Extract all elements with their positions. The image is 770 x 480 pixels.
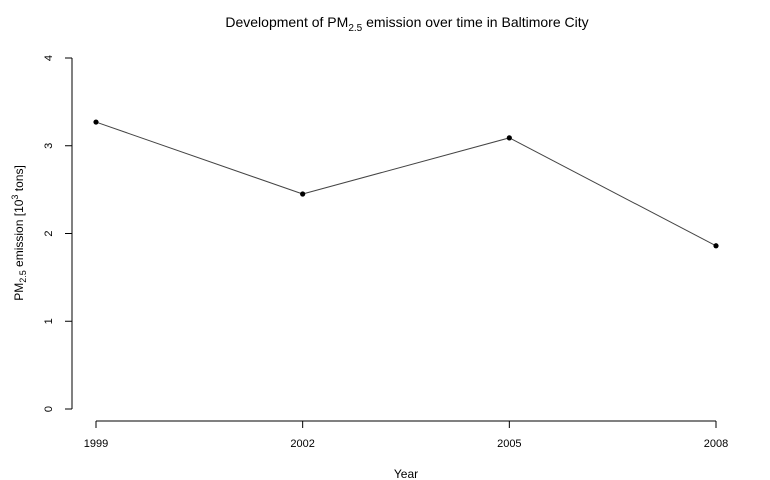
chart-title-subscript: 2.5	[348, 23, 362, 34]
x-tick-label: 2005	[497, 438, 521, 450]
chart-title: Development of PM2.5 emission over time …	[225, 14, 588, 34]
y-axis-title-prefix: PM	[12, 283, 26, 301]
series-line-segment	[302, 137, 510, 195]
x-axis-ticks: 1999 2002 2005 2008	[84, 421, 728, 450]
data-point	[506, 135, 512, 141]
chart-title-suffix: emission over time in Baltimore City	[362, 14, 588, 30]
data-point	[93, 119, 99, 125]
data-point	[300, 191, 306, 197]
y-tick-label: 4	[43, 55, 55, 61]
y-axis-title-middle: emission [10	[12, 199, 26, 270]
data-point	[713, 243, 719, 249]
x-axis-title: Year	[394, 467, 418, 480]
x-tick-label: 1999	[84, 438, 108, 450]
y-axis-title: PM2.5 emission [103 tons]	[10, 165, 28, 301]
series-line-segment	[509, 137, 717, 247]
y-tick-label: 2	[43, 230, 55, 236]
y-tick-label: 1	[43, 318, 55, 324]
series-group	[93, 119, 719, 249]
y-axis-ticks: 0 1 2 3 4	[43, 55, 72, 412]
x-tick-label: 2002	[290, 438, 314, 450]
x-tick-label: 2008	[704, 438, 728, 450]
y-axis-title-subscript: 2.5	[18, 270, 28, 283]
y-tick-label: 0	[43, 406, 55, 412]
y-axis-title-suffix: tons]	[12, 165, 26, 194]
series-line-segment	[95, 121, 303, 195]
y-tick-label: 3	[43, 143, 55, 149]
chart-title-prefix: Development of PM	[225, 14, 348, 30]
y-axis-title-superscript: 3	[10, 195, 20, 200]
